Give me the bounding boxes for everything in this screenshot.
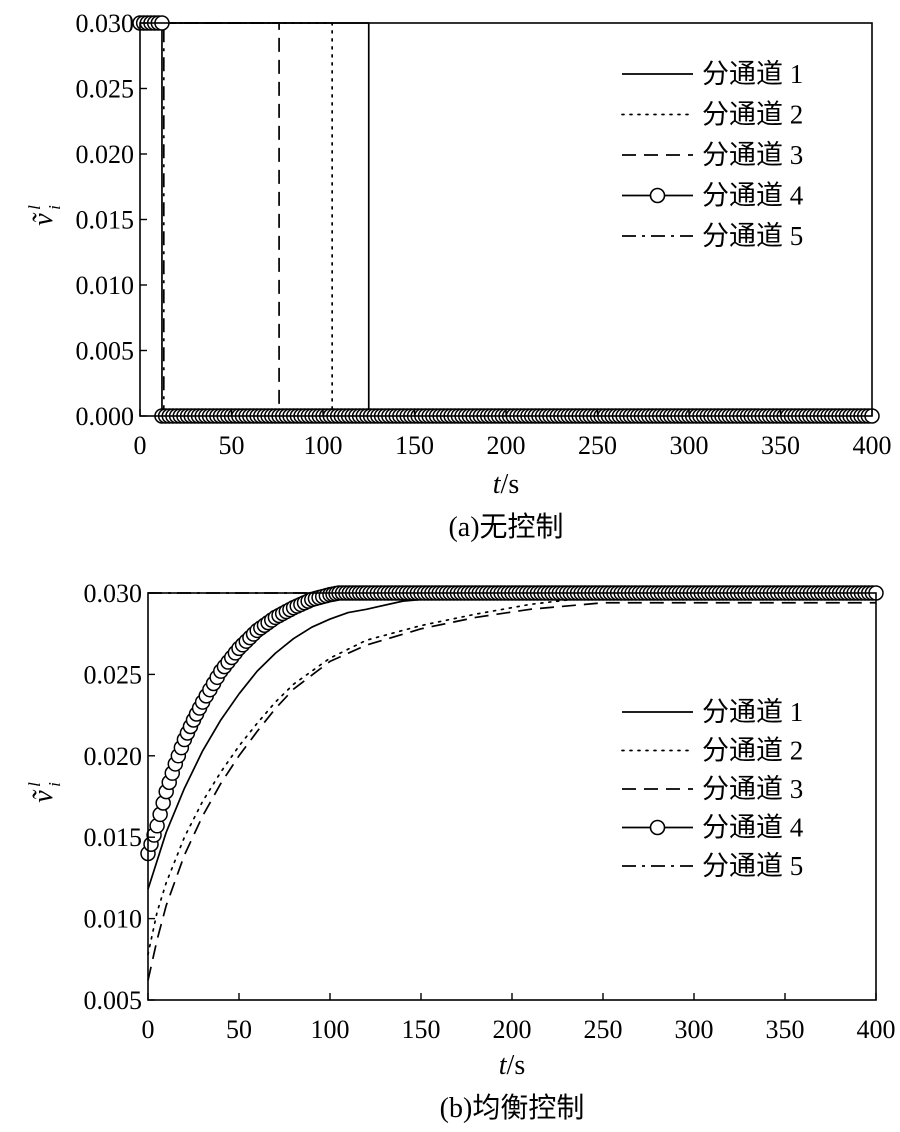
y-tick-label: 0.010	[76, 271, 135, 300]
x-tick-label: 50	[226, 1015, 252, 1044]
x-tick-label: 300	[670, 431, 709, 460]
legend-label-2: 分通道 2	[702, 100, 803, 130]
x-tick-label: 100	[311, 1015, 350, 1044]
legend: 分通道 1 分通道 2 分通道 3 分通道 4 分通道 5	[621, 59, 804, 251]
y-tick-label: 0.020	[84, 742, 143, 771]
y-tick-label: 0.000	[76, 402, 135, 431]
svg-text:l: l	[25, 782, 44, 787]
x-tick-label: 0	[134, 431, 147, 460]
legend-label-4: 分通道 4	[702, 181, 804, 211]
legend-label-1: 分通道 1	[702, 59, 803, 89]
legend-label-3: 分通道 3	[702, 774, 803, 804]
x-tick-label: 150	[402, 1015, 441, 1044]
y-tick-label: 0.015	[84, 823, 143, 852]
x-tick-label: 350	[766, 1015, 805, 1044]
y-tick-label: 0.030	[76, 9, 135, 38]
svg-text:i: i	[45, 782, 64, 787]
chart-caption: (a)无控制	[448, 511, 563, 543]
y-axis-label: ṽ l i	[25, 205, 64, 226]
chart-caption: (b)均衡控制	[440, 1092, 585, 1124]
chart-a-no-control: 0 50 100 150 200 250 300 350 400 0.000 0.005 0.010 0…	[25, 9, 892, 543]
x-tick-label: 200	[487, 431, 526, 460]
y-tick-label: 0.005	[84, 986, 143, 1015]
svg-text:ṽ: ṽ	[28, 212, 59, 226]
chart-b-balance-control: 0 50 100 150 200 250 300 350 400 0.005 0.010 0.015 0…	[25, 579, 896, 1124]
legend-label-2: 分通道 2	[702, 736, 803, 766]
x-tick-label: 150	[395, 431, 434, 460]
legend: 分通道 1 分通道 2 分通道 3 分通道 4 分通道 5	[621, 697, 804, 881]
y-tick-label: 0.025	[84, 660, 143, 689]
legend-label-5: 分通道 5	[702, 221, 803, 251]
x-tick-label: 300	[675, 1015, 714, 1044]
legend-label-1: 分通道 1	[702, 697, 803, 727]
x-axis-label: t/s	[499, 1050, 525, 1081]
y-tick-label: 0.005	[76, 337, 135, 366]
x-axis-label: t/s	[493, 469, 519, 500]
legend-label-4: 分通道 4	[702, 813, 804, 843]
x-tick-label: 400	[853, 431, 892, 460]
legend-marker-4	[649, 819, 666, 836]
svg-text:ṽ: ṽ	[28, 789, 59, 803]
legend-label-3: 分通道 3	[702, 140, 803, 170]
svg-text:i: i	[45, 205, 64, 210]
series-channel-3-line	[147, 601, 876, 981]
x-tick-label: 250	[584, 1015, 623, 1044]
y-tick-label: 0.010	[84, 905, 143, 934]
x-tick-label: 200	[493, 1015, 532, 1044]
legend-label-5: 分通道 5	[702, 851, 803, 881]
x-tick-label: 100	[304, 431, 343, 460]
x-tick-label: 250	[578, 431, 617, 460]
ticks-layer: 0 50 100 150 200 250 300 350 400 0.005 0.010 0.015 0…	[84, 579, 896, 1044]
x-tick-label: 50	[219, 431, 245, 460]
legend-marker-4	[649, 187, 666, 204]
y-tick-label: 0.030	[84, 579, 143, 608]
y-tick-label: 0.020	[76, 140, 135, 169]
x-tick-label: 0	[142, 1015, 155, 1044]
y-tick-label: 0.025	[76, 75, 135, 104]
ticks-layer: 0 50 100 150 200 250 300 350 400 0.000 0.005 0.010 0…	[76, 9, 892, 460]
x-tick-label: 400	[857, 1015, 896, 1044]
svg-text:l: l	[25, 205, 44, 210]
y-axis-label: ṽ l i	[25, 782, 64, 803]
y-tick-label: 0.015	[76, 206, 135, 235]
x-tick-label: 350	[761, 431, 800, 460]
